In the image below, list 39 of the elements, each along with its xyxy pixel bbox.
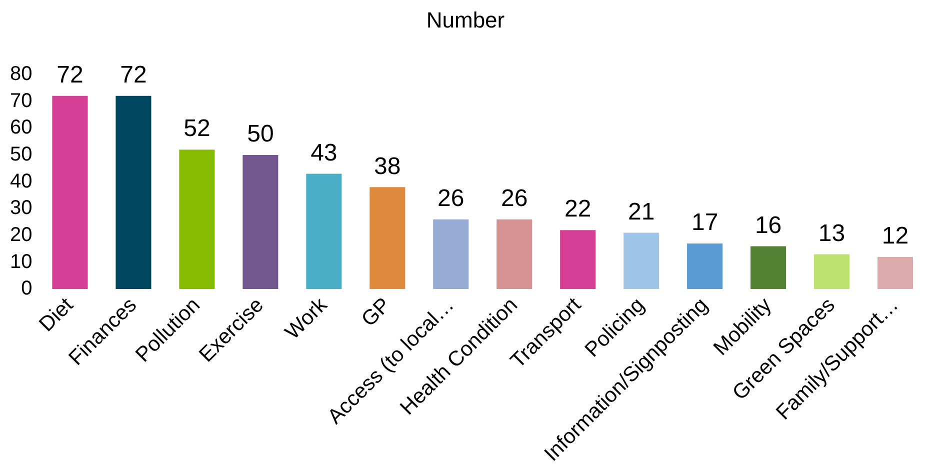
data-label: 26 — [438, 184, 464, 212]
data-label: 43 — [310, 139, 338, 166]
y-tick-label: 80 — [10, 62, 32, 85]
y-tick-label: 70 — [10, 90, 32, 112]
data-label: 26 — [501, 184, 528, 212]
bar — [750, 246, 786, 290]
data-label: 12 — [882, 222, 909, 250]
chart-title: Number — [426, 7, 505, 32]
y-tick-label: 50 — [10, 143, 32, 166]
y-tick-label: 60 — [10, 116, 32, 139]
x-tick-label: GP — [357, 293, 396, 332]
data-label: 21 — [628, 198, 655, 226]
data-label: 72 — [56, 62, 84, 88]
bar — [433, 219, 469, 290]
bar — [370, 187, 406, 290]
bar — [306, 174, 342, 290]
bar — [179, 150, 215, 290]
bar — [814, 254, 850, 290]
data-label: 50 — [247, 120, 274, 148]
data-label: 17 — [691, 209, 718, 236]
bar — [242, 154, 278, 290]
y-tick-label: 0 — [21, 278, 32, 300]
data-label: 22 — [564, 196, 592, 223]
y-tick-label: 20 — [10, 224, 32, 246]
bar — [52, 96, 88, 290]
y-tick-label: 10 — [10, 250, 32, 273]
data-label: 16 — [754, 212, 782, 239]
bar — [116, 96, 152, 290]
bar — [687, 244, 723, 290]
data-label: 38 — [374, 152, 401, 180]
bar — [877, 256, 914, 290]
bar — [496, 219, 532, 290]
data-label: 72 — [120, 62, 147, 88]
data-label: 13 — [818, 220, 846, 247]
y-tick-label: 40 — [10, 170, 32, 192]
data-label: 52 — [184, 115, 210, 142]
bar — [624, 232, 660, 290]
bar — [560, 230, 596, 290]
y-tick-label: 30 — [10, 197, 32, 220]
